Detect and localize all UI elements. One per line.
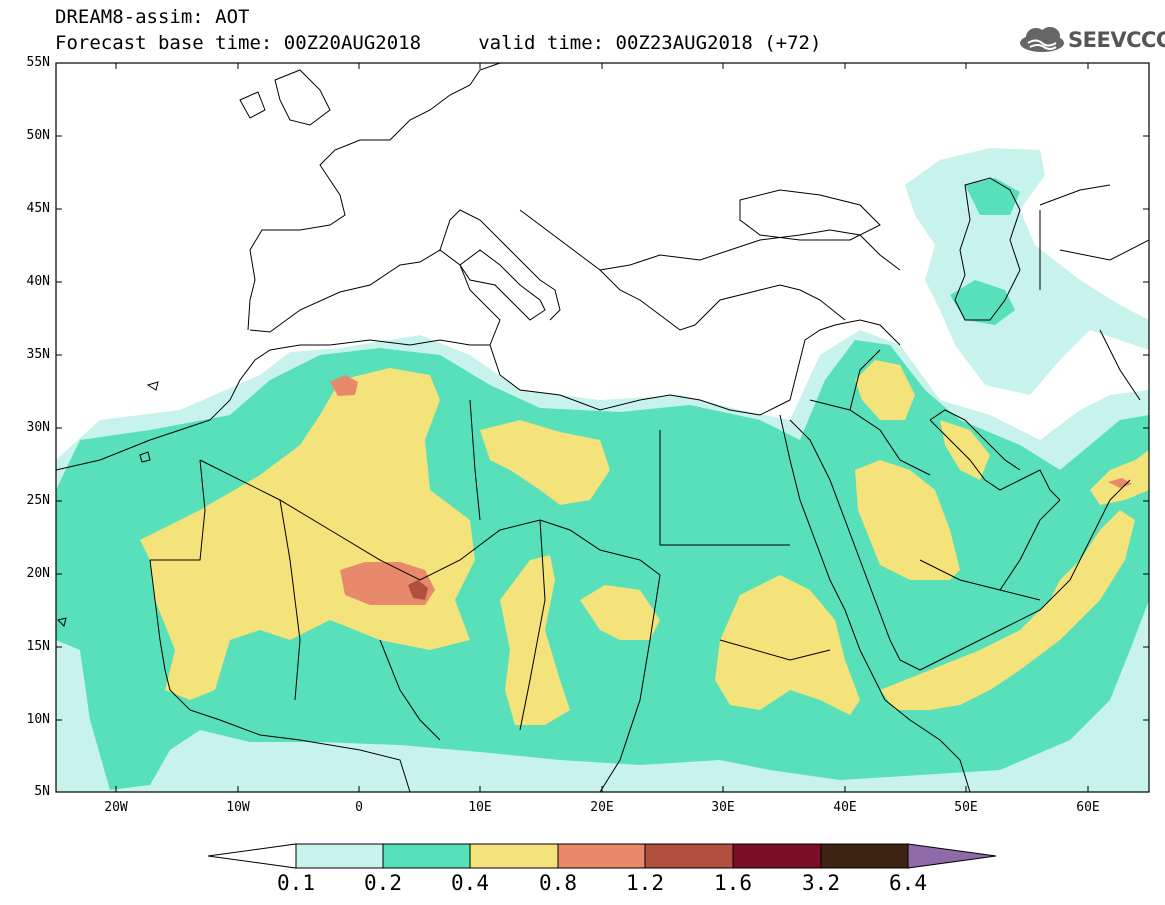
colorbar-high-arrow xyxy=(907,843,997,869)
colorbar-label: 0.4 xyxy=(451,871,489,895)
colorbar-swatch xyxy=(557,843,646,869)
colorbar-label: 6.4 xyxy=(889,871,927,895)
colorbar xyxy=(207,843,997,869)
aot-band-0.1 xyxy=(905,148,1149,395)
lon-label: 20W xyxy=(104,800,128,815)
aot-band-0.4 xyxy=(140,368,475,700)
lat-label: 25N xyxy=(26,493,50,508)
colorbar-label: 0.1 xyxy=(277,871,315,895)
lat-label: 40N xyxy=(26,274,50,289)
lat-label: 30N xyxy=(26,420,50,435)
colorbar-label: 1.6 xyxy=(714,871,752,895)
lon-label: 10E xyxy=(468,800,492,815)
lon-label: 60E xyxy=(1076,800,1100,815)
colorbar-swatch xyxy=(382,843,471,869)
aot-band-0.8 xyxy=(330,375,358,396)
lon-label: 30E xyxy=(711,800,735,815)
aot-band-0.8 xyxy=(340,562,435,605)
aot-band-0.8 xyxy=(1108,478,1132,488)
map-title: DREAM8-assim: AOT xyxy=(55,6,250,28)
lat-label: 35N xyxy=(26,347,50,362)
lat-label: 10N xyxy=(26,712,50,727)
lat-label: 15N xyxy=(26,639,50,654)
lon-label: 0 xyxy=(355,800,363,815)
lon-label: 20E xyxy=(590,800,614,815)
colorbar-swatch xyxy=(644,843,734,869)
aot-band-0.4 xyxy=(855,460,960,580)
colorbar-swatch xyxy=(295,843,384,869)
aot-band-0.4 xyxy=(580,585,660,640)
cloud-icon xyxy=(1020,27,1064,52)
aot-band-1.2 xyxy=(408,580,428,600)
lon-label: 40E xyxy=(833,800,857,815)
seevccc-logo xyxy=(1020,27,1064,52)
aot-band-0.4 xyxy=(940,420,990,480)
aot-band-0.4 xyxy=(500,555,570,725)
colorbar-swatch xyxy=(820,843,909,869)
colorbar-swatch xyxy=(469,843,559,869)
colorbar-label: 1.2 xyxy=(626,871,664,895)
aot-band-0.4 xyxy=(855,360,915,420)
aot-field xyxy=(56,148,1149,792)
aot-band-0.4 xyxy=(880,510,1135,710)
colorbar-label: 3.2 xyxy=(802,871,840,895)
aot-band-0.4 xyxy=(480,420,610,505)
lon-label: 10W xyxy=(226,800,250,815)
lat-label: 55N xyxy=(26,55,50,70)
coastlines-borders xyxy=(56,63,1149,792)
lat-label: 5N xyxy=(34,784,50,799)
aot-band-0.2 xyxy=(950,280,1015,325)
axis-ticks xyxy=(56,62,1149,792)
colorbar-swatch xyxy=(732,843,822,869)
lat-label: 50N xyxy=(26,128,50,143)
colorbar-label: 0.8 xyxy=(539,871,577,895)
aot-band-0.4 xyxy=(715,575,860,715)
lat-label: 45N xyxy=(26,201,50,216)
lat-label: 20N xyxy=(26,566,50,581)
aot-band-0.4 xyxy=(1090,450,1149,505)
map-subtitle-times: Forecast base time: 00Z20AUG2018 valid t… xyxy=(55,32,822,54)
lon-label: 50E xyxy=(954,800,978,815)
logo-text: SEEVCCC xyxy=(1068,28,1165,52)
colorbar-label: 0.2 xyxy=(364,871,402,895)
colorbar-low-arrow xyxy=(207,843,297,869)
